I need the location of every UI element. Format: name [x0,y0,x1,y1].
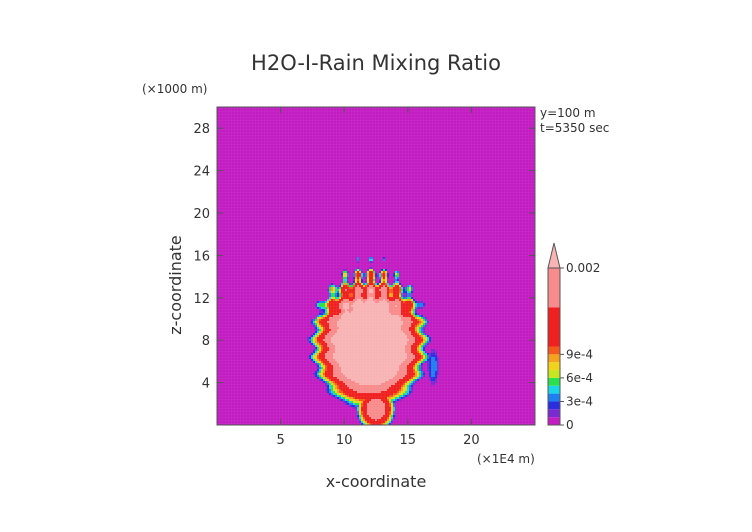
x-tick-label: 15 [400,433,417,448]
y-tick-label: 8 [202,334,210,349]
colorbar-frame [547,267,561,426]
colorbar-band [548,401,560,410]
annotation-time: t=5350 sec [540,121,609,135]
colorbar-label: 9e-4 [566,347,593,361]
colorbar-band [548,362,560,371]
colorbar-extend-arrow [547,242,561,269]
plot-area [217,107,535,425]
colorbar-label: 3e-4 [566,394,593,408]
colorbar-band [548,370,560,378]
colorbar: 0 3e-4 6e-4 9e-4 0.002 [547,242,600,432]
colorbar-label: 0.002 [566,261,600,275]
x-tick-label: 5 [276,433,284,448]
y-tick-label: 12 [193,292,210,307]
colorbar-band [548,393,560,402]
x-unit-label: (×1E4 m) [477,452,535,466]
colorbar-label: 0 [566,418,574,432]
colorbar-band [548,307,560,347]
x-axis-label: x-coordinate [326,472,427,491]
colorbar-band [548,385,560,394]
y-tick-label: 4 [202,377,210,392]
x-axis-ticks: 5 10 15 20 [276,107,480,448]
y-axis-ticks: 4 8 12 16 20 24 28 [193,122,535,392]
annotation-position: y=100 m [540,106,596,120]
x-tick-label: 20 [463,433,480,448]
colorbar-band [548,346,560,355]
x-tick-label: 10 [336,433,353,448]
y-tick-label: 16 [193,249,210,264]
y-tick-label: 28 [193,122,210,137]
colorbar-band [548,354,560,363]
field-grid-overlay [217,107,535,425]
colorbar-band [548,268,560,308]
y-unit-label: (×1000 m) [142,82,207,96]
colorbar-band [548,377,560,386]
colorbar-band [548,409,560,418]
colorbar-band [548,417,560,425]
y-tick-label: 24 [193,165,210,180]
plot-frame [216,106,536,426]
colorbar-label: 6e-4 [566,371,593,385]
y-tick-label: 20 [193,207,210,222]
y-axis-label: z-coordinate [166,235,185,335]
chart-title: H2O-I-Rain Mixing Ratio [251,51,501,75]
